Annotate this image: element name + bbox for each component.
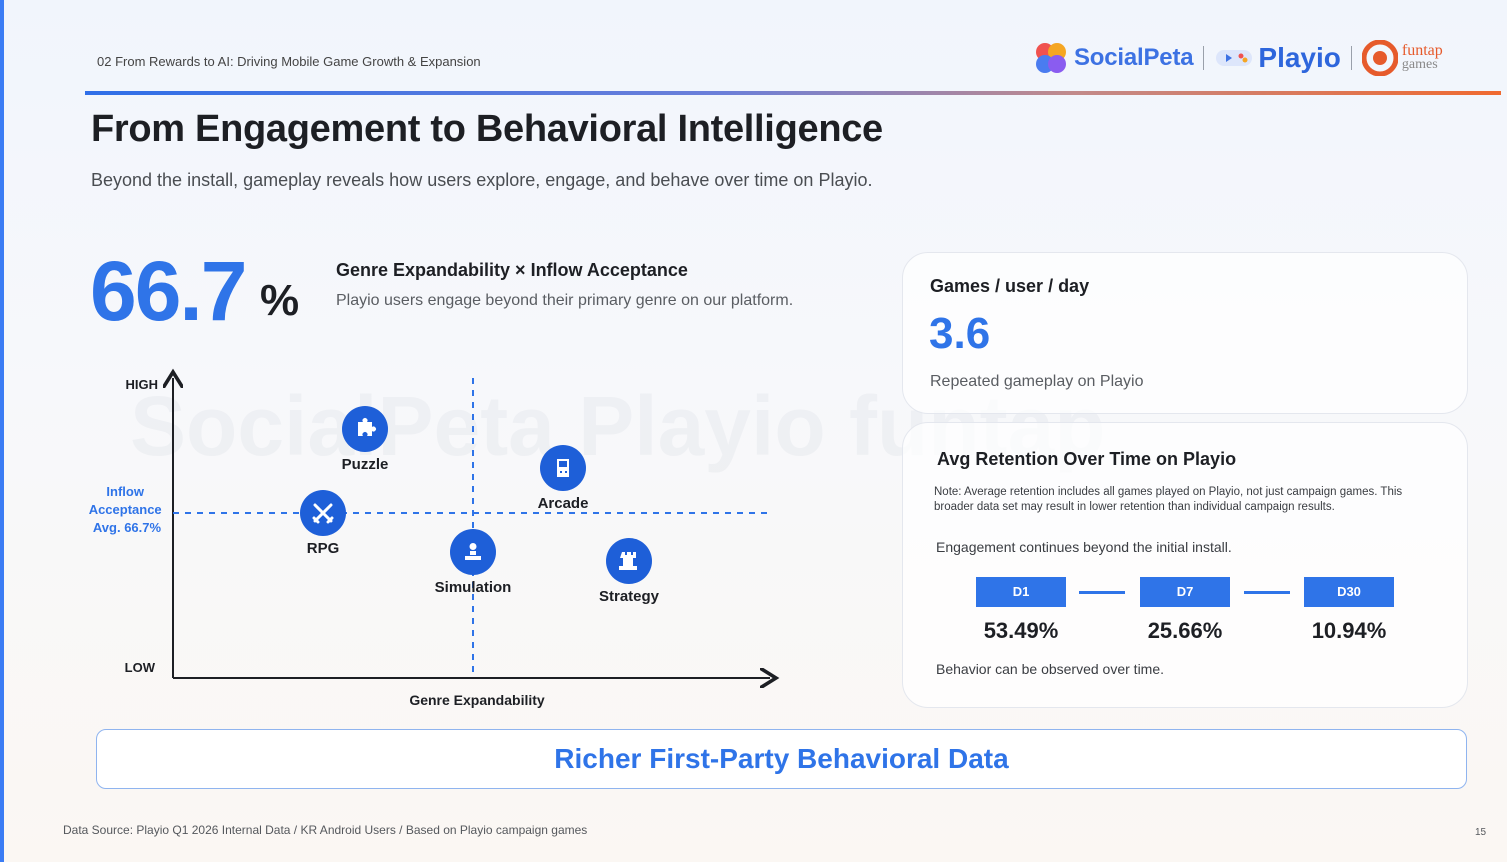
socialpeta-logo-icon xyxy=(1036,43,1066,73)
funtap-logo-text: funtap games xyxy=(1401,42,1443,72)
genre-point-arcade: Arcade xyxy=(538,445,589,512)
observation-text: Behavior can be observed over time. xyxy=(936,661,1165,677)
summary-banner: Richer First-Party Behavioral Data xyxy=(96,729,1467,789)
header-divider xyxy=(85,91,1501,95)
breadcrumb: 02 From Rewards to AI: Driving Mobile Ga… xyxy=(97,54,481,69)
genre-point-label: Simulation xyxy=(435,579,512,596)
genre-point-rpg: RPG xyxy=(300,490,346,557)
swords-icon xyxy=(312,503,334,524)
genre-point-label: RPG xyxy=(307,540,340,557)
genre-point-label: Arcade xyxy=(538,495,589,512)
reference-label: Inflow Acceptance Avg. 66.7% xyxy=(89,484,166,535)
retention-day-tag: D30 xyxy=(1304,577,1394,607)
retention-d1: D1 53.49% xyxy=(976,577,1066,644)
logo-divider xyxy=(1203,46,1205,70)
retention-d7: D7 25.66% xyxy=(1140,577,1230,644)
y-high-label: HIGH xyxy=(126,377,159,392)
retention-connector xyxy=(1244,591,1290,594)
genre-point-simulation: Simulation xyxy=(435,529,512,596)
partner-logos: SocialPeta Playio funtap games xyxy=(1034,38,1443,78)
chess-rook-icon xyxy=(619,552,637,570)
genre-point-label: Puzzle xyxy=(342,456,389,473)
retention-d30: D30 10.94% xyxy=(1304,577,1394,644)
retention-card: Avg Retention Over Time on Playio Note: … xyxy=(902,422,1468,708)
logo-divider xyxy=(1350,46,1352,70)
page-subtitle: Beyond the install, gameplay reveals how… xyxy=(91,170,873,190)
y-low-label: LOW xyxy=(125,660,156,675)
playio-logo-text: Playio xyxy=(1258,42,1341,73)
genre-point-label: Strategy xyxy=(599,588,660,605)
gameboy-icon xyxy=(557,459,569,477)
person-icon xyxy=(465,543,481,560)
x-axis-label: Genre Expandability xyxy=(409,692,545,708)
page-title: From Engagement to Behavioral Intelligen… xyxy=(91,108,883,150)
metric-label: Genre Expandability × Inflow Acceptance xyxy=(336,260,688,280)
retention-note: Note: Average retention includes all gam… xyxy=(934,486,1403,513)
genre-point-strategy: Strategy xyxy=(599,538,660,605)
funtap-logo-icon xyxy=(1361,40,1398,76)
socialpeta-logo-text: SocialPeta xyxy=(1074,44,1194,71)
retention-day-value: 10.94% xyxy=(1311,618,1387,643)
games-per-user-card: Games / user / day 3.6 Repeated gameplay… xyxy=(902,252,1468,414)
engagement-text: Engagement continues beyond the initial … xyxy=(936,539,1232,555)
playio-logo-icon xyxy=(1216,50,1253,66)
games-per-user-value: 3.6 xyxy=(929,309,991,358)
games-per-user-description: Repeated gameplay on Playio xyxy=(930,373,1144,390)
games-per-user-label: Games / user / day xyxy=(930,276,1090,296)
data-source-footer: Data Source: Playio Q1 2026 Internal Dat… xyxy=(63,823,588,837)
retention-day-value: 53.49% xyxy=(983,618,1059,643)
retention-day-tag: D1 xyxy=(976,577,1066,607)
summary-banner-text: Richer First-Party Behavioral Data xyxy=(554,743,1009,774)
retention-connector xyxy=(1079,591,1125,594)
metric-description: Playio users engage beyond their primary… xyxy=(336,292,794,309)
retention-day-tag: D7 xyxy=(1140,577,1230,607)
metric-unit: % xyxy=(260,276,300,325)
retention-day-value: 25.66% xyxy=(1147,618,1223,643)
genre-point-puzzle: Puzzle xyxy=(342,406,389,473)
retention-title: Avg Retention Over Time on Playio xyxy=(937,449,1237,469)
metric-value: 66.7 xyxy=(90,244,247,338)
page-number: 15 xyxy=(1475,827,1487,838)
left-accent-bar xyxy=(0,0,4,862)
puzzle-icon xyxy=(358,418,376,436)
genre-quadrant-chart: HIGH LOW Genre Expandability Inflow Acce… xyxy=(89,360,800,708)
